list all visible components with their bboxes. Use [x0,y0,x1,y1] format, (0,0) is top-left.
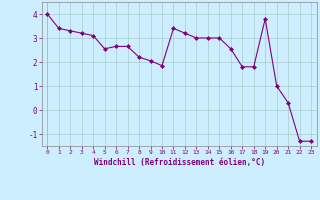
X-axis label: Windchill (Refroidissement éolien,°C): Windchill (Refroidissement éolien,°C) [94,158,265,167]
